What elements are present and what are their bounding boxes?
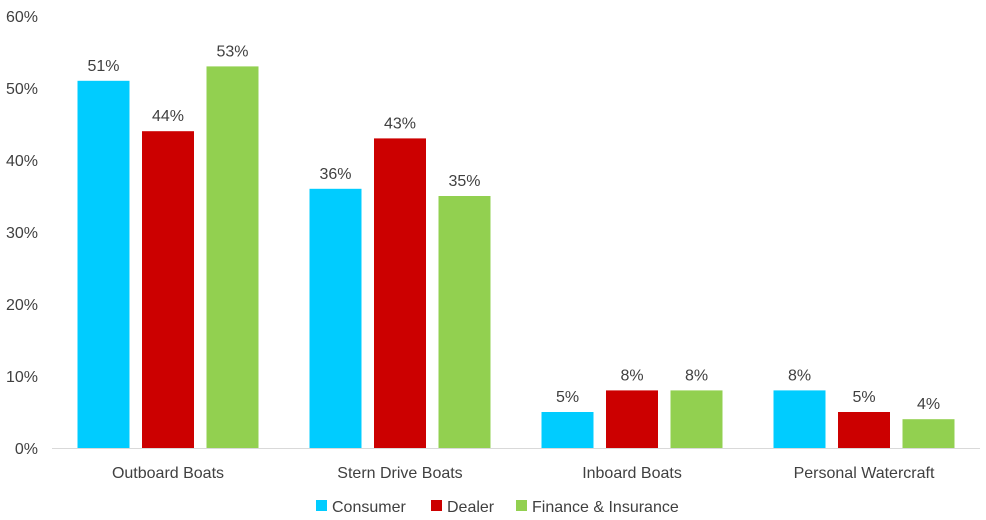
data-label: 51% xyxy=(87,58,119,75)
legend-item: Dealer xyxy=(431,499,495,516)
y-tick-label: 30% xyxy=(6,225,38,242)
data-labels: 51% 44% 53% 36% 43% 35% 5% 8% 8% 8% 5% 4% xyxy=(87,43,940,413)
y-tick-label: 40% xyxy=(6,153,38,170)
y-tick-label: 0% xyxy=(15,441,38,458)
bar-consumer xyxy=(541,412,594,448)
bar-finance-insurance xyxy=(670,390,723,448)
bars xyxy=(77,66,955,449)
y-tick-label: 50% xyxy=(6,81,38,98)
legend-item: Finance & Insurance xyxy=(516,499,679,516)
bar-finance-insurance xyxy=(902,419,955,448)
bar-finance-insurance xyxy=(438,196,491,448)
y-axis: 0% 10% 20% 30% 40% 50% 60% xyxy=(6,9,38,458)
x-category-label: Outboard Boats xyxy=(112,465,224,482)
data-label: 8% xyxy=(620,367,643,384)
data-label: 44% xyxy=(152,108,184,125)
data-label: 8% xyxy=(685,367,708,384)
legend-label: Finance & Insurance xyxy=(532,499,679,516)
bar-consumer xyxy=(77,80,130,449)
data-label: 8% xyxy=(788,367,811,384)
data-label: 35% xyxy=(448,173,480,190)
x-axis-categories: Outboard Boats Stern Drive Boats Inboard B… xyxy=(112,465,935,482)
x-category-label: Personal Watercraft xyxy=(794,465,935,482)
bar-dealer xyxy=(838,412,890,448)
y-tick-label: 20% xyxy=(6,297,38,314)
legend-label: Dealer xyxy=(447,499,495,516)
bar-dealer xyxy=(142,131,194,448)
bar-consumer xyxy=(773,390,826,448)
bar-dealer xyxy=(374,138,426,448)
bar-consumer xyxy=(309,188,362,449)
data-label: 53% xyxy=(216,43,248,60)
y-tick-label: 10% xyxy=(6,369,38,386)
x-category-label: Stern Drive Boats xyxy=(337,465,462,482)
legend-swatch xyxy=(516,500,527,511)
y-tick-label: 60% xyxy=(6,9,38,26)
legend-swatch xyxy=(316,500,327,511)
x-category-label: Inboard Boats xyxy=(582,465,682,482)
legend-swatch xyxy=(431,500,442,511)
bar-dealer xyxy=(606,390,658,448)
legend: Consumer Dealer Finance & Insurance xyxy=(316,499,679,516)
bar-finance-insurance xyxy=(206,66,259,449)
data-label: 36% xyxy=(319,166,351,183)
legend-item: Consumer xyxy=(316,499,406,516)
data-label: 5% xyxy=(852,389,875,406)
legend-label: Consumer xyxy=(332,499,406,516)
data-label: 43% xyxy=(384,115,416,132)
data-label: 4% xyxy=(917,396,940,413)
data-label: 5% xyxy=(556,389,579,406)
